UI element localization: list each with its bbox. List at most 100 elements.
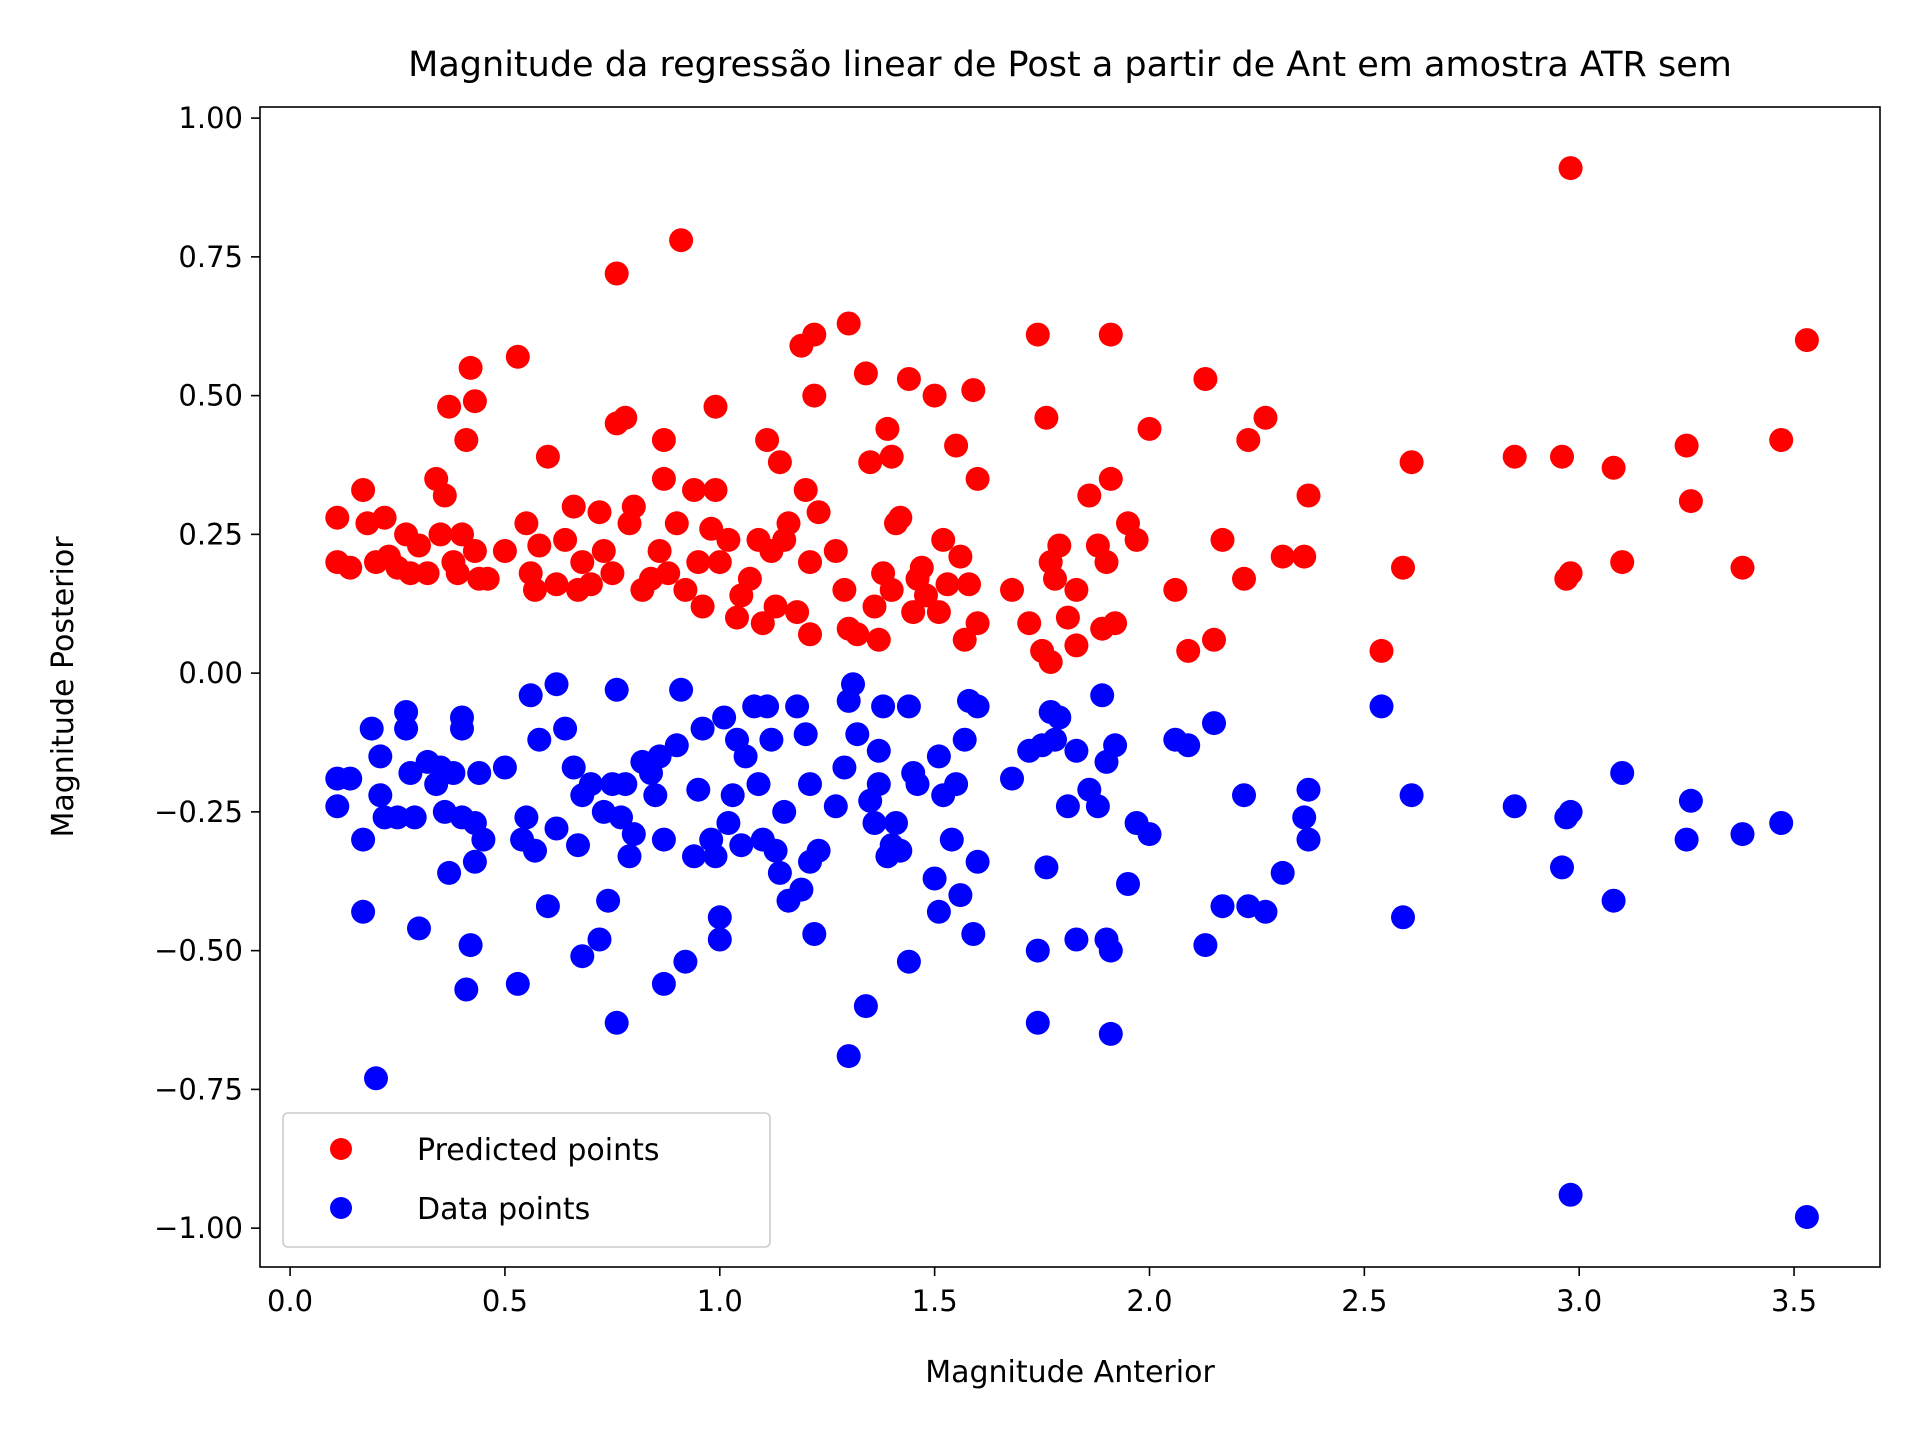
data-point xyxy=(535,894,560,919)
data-point xyxy=(763,838,788,863)
data-point xyxy=(621,822,646,847)
data-point xyxy=(1116,872,1140,896)
data-point xyxy=(1025,938,1050,963)
data-point xyxy=(896,694,921,719)
predicted-point xyxy=(669,228,694,253)
predicted-point xyxy=(1176,638,1201,663)
data-point xyxy=(720,783,745,808)
predicted-point xyxy=(505,344,530,369)
data-point xyxy=(1601,888,1626,913)
predicted-point xyxy=(428,522,453,547)
predicted-point xyxy=(462,389,487,414)
predicted-point xyxy=(1369,638,1394,663)
data-point xyxy=(518,683,543,708)
data-point xyxy=(1098,938,1123,963)
data-point xyxy=(553,716,578,741)
y-tick-label: 0.25 xyxy=(178,517,243,551)
data-point xyxy=(1103,733,1128,758)
predicted-point xyxy=(1124,527,1149,552)
data-point xyxy=(944,772,969,797)
x-tick-label: 3.5 xyxy=(1771,1284,1817,1318)
data-point xyxy=(664,733,689,758)
predicted-point xyxy=(570,550,595,575)
x-axis: 0.0 0.5 1.0 1.5 2.0 2.5 3.0 3.5 xyxy=(267,1267,1817,1318)
predicted-point xyxy=(785,600,810,625)
predicted-point xyxy=(1055,605,1080,630)
predicted-point xyxy=(948,544,973,569)
data-point xyxy=(394,700,419,724)
predicted-point xyxy=(909,555,934,580)
x-tick-label: 0.0 xyxy=(267,1284,313,1318)
data-point xyxy=(523,838,547,863)
data-point xyxy=(604,1010,629,1035)
legend-label-predicted: Predicted points xyxy=(417,1133,660,1168)
x-tick-label: 1.0 xyxy=(697,1284,743,1318)
predicted-point xyxy=(1193,367,1218,391)
predicted-point xyxy=(763,594,788,619)
data-point xyxy=(785,694,810,719)
predicted-point xyxy=(1730,555,1755,580)
data-point xyxy=(514,805,539,830)
legend-marker-data xyxy=(330,1197,352,1219)
x-tick-label: 1.5 xyxy=(912,1284,958,1318)
predicted-point xyxy=(802,383,827,408)
data-point xyxy=(596,888,621,913)
x-tick-label: 3.0 xyxy=(1556,1284,1602,1318)
data-point xyxy=(703,844,728,869)
predicted-point xyxy=(351,478,376,502)
data-point xyxy=(746,772,771,797)
data-point xyxy=(965,694,990,719)
predicted-point xyxy=(1064,633,1089,658)
data-point xyxy=(823,794,848,819)
data-point xyxy=(1210,894,1235,919)
data-point xyxy=(759,727,784,752)
predicted-point xyxy=(965,466,990,491)
predicted-point xyxy=(1601,455,1626,480)
predicted-point xyxy=(853,361,878,386)
y-tick-label: −0.75 xyxy=(154,1072,243,1106)
data-point xyxy=(1769,811,1794,835)
data-point xyxy=(561,755,586,780)
predicted-point xyxy=(523,577,547,602)
data-point xyxy=(884,811,908,835)
predicted-point xyxy=(1253,405,1278,430)
predicted-point xyxy=(527,533,552,558)
data-point xyxy=(394,716,419,741)
predicted-point xyxy=(544,572,569,597)
data-point xyxy=(1296,827,1321,852)
data-point xyxy=(613,772,638,797)
data-point xyxy=(1558,1182,1583,1207)
y-tick-label: −0.25 xyxy=(154,795,243,829)
y-tick-label: −0.50 xyxy=(154,934,243,968)
data-point xyxy=(359,716,384,741)
data-point xyxy=(1270,860,1295,885)
predicted-point xyxy=(450,522,474,547)
predicted-point xyxy=(475,566,500,591)
predicted-point xyxy=(1794,328,1819,353)
predicted-point xyxy=(879,444,904,469)
data-point xyxy=(643,783,668,808)
y-tick-label: −1.00 xyxy=(154,1211,243,1245)
predicted-point xyxy=(578,572,603,597)
predicted-point xyxy=(1094,550,1119,575)
data-point xyxy=(368,783,393,808)
data-point xyxy=(1137,822,1162,847)
predicted-point xyxy=(823,539,848,563)
predicted-point xyxy=(914,583,938,608)
predicted-point xyxy=(965,611,990,636)
data-point xyxy=(351,827,376,852)
data-point xyxy=(712,705,737,730)
data-point xyxy=(492,755,517,780)
data-point xyxy=(402,805,427,830)
predicted-point xyxy=(888,505,913,530)
predicted-point xyxy=(1292,544,1317,569)
predicted-point xyxy=(793,478,818,502)
data-point xyxy=(1064,927,1089,952)
predicted-point xyxy=(613,405,638,430)
predicted-point xyxy=(1296,483,1321,508)
data-point xyxy=(926,899,951,924)
predicted-point xyxy=(514,511,539,536)
predicted-point xyxy=(1098,322,1123,347)
predicted-point xyxy=(1610,550,1635,575)
